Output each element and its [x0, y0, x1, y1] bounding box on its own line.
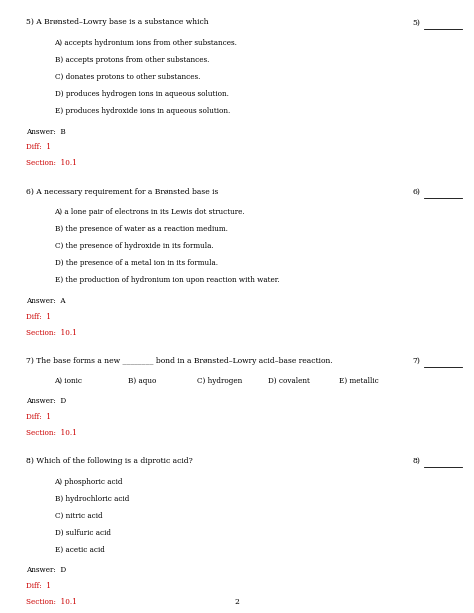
Text: Answer:  B: Answer: B [26, 128, 66, 135]
Text: 8) Which of the following is a diprotic acid?: 8) Which of the following is a diprotic … [26, 457, 193, 465]
Text: 2: 2 [235, 598, 239, 606]
Text: A) phosphoric acid: A) phosphoric acid [55, 478, 123, 485]
Text: C) donates protons to other substances.: C) donates protons to other substances. [55, 73, 200, 81]
Text: E) the production of hydronium ion upon reaction with water.: E) the production of hydronium ion upon … [55, 276, 279, 284]
Text: Section:  10.1: Section: 10.1 [26, 598, 77, 606]
Text: Section:  10.1: Section: 10.1 [26, 329, 77, 337]
Text: 8): 8) [412, 457, 420, 465]
Text: A) ionic: A) ionic [55, 377, 82, 385]
Text: 5): 5) [412, 18, 420, 26]
Text: D) sulfuric acid: D) sulfuric acid [55, 529, 110, 537]
Text: A) a lone pair of electrons in its Lewis dot structure.: A) a lone pair of electrons in its Lewis… [55, 208, 245, 216]
Text: D) produces hydrogen ions in aqueous solution.: D) produces hydrogen ions in aqueous sol… [55, 90, 228, 98]
Text: A) accepts hydronium ions from other substances.: A) accepts hydronium ions from other sub… [55, 39, 237, 47]
Text: C) the presence of hydroxide in its formula.: C) the presence of hydroxide in its form… [55, 242, 213, 250]
Text: Diff:  1: Diff: 1 [26, 313, 51, 321]
Text: B) accepts protons from other substances.: B) accepts protons from other substances… [55, 56, 209, 64]
Text: Diff:  1: Diff: 1 [26, 413, 51, 421]
Text: E) produces hydroxide ions in aqueous solution.: E) produces hydroxide ions in aqueous so… [55, 107, 230, 115]
Text: 6): 6) [412, 188, 420, 196]
Text: E) acetic acid: E) acetic acid [55, 546, 104, 554]
Text: D) the presence of a metal ion in its formula.: D) the presence of a metal ion in its fo… [55, 259, 218, 267]
Text: Section:  10.1: Section: 10.1 [26, 429, 77, 437]
Text: 5) A Brønsted–Lowry base is a substance which: 5) A Brønsted–Lowry base is a substance … [26, 18, 209, 26]
Text: B) hydrochloric acid: B) hydrochloric acid [55, 495, 129, 503]
Text: 7) The base forms a new ________ bond in a Brønsted–Lowry acid–base reaction.: 7) The base forms a new ________ bond in… [26, 357, 333, 365]
Text: 6) A necessary requirement for a Brønsted base is: 6) A necessary requirement for a Brønste… [26, 188, 219, 196]
Text: Section:  10.1: Section: 10.1 [26, 159, 77, 167]
Text: Diff:  1: Diff: 1 [26, 143, 51, 151]
Text: D) covalent: D) covalent [268, 377, 310, 385]
Text: Answer:  D: Answer: D [26, 566, 66, 574]
Text: Answer:  D: Answer: D [26, 397, 66, 405]
Text: Diff:  1: Diff: 1 [26, 582, 51, 590]
Text: 7): 7) [412, 357, 420, 365]
Text: Answer:  A: Answer: A [26, 297, 66, 305]
Text: B) aquo: B) aquo [128, 377, 156, 385]
Text: C) hydrogen: C) hydrogen [197, 377, 242, 385]
Text: C) nitric acid: C) nitric acid [55, 512, 102, 520]
Text: B) the presence of water as a reaction medium.: B) the presence of water as a reaction m… [55, 225, 228, 233]
Text: E) metallic: E) metallic [339, 377, 379, 385]
